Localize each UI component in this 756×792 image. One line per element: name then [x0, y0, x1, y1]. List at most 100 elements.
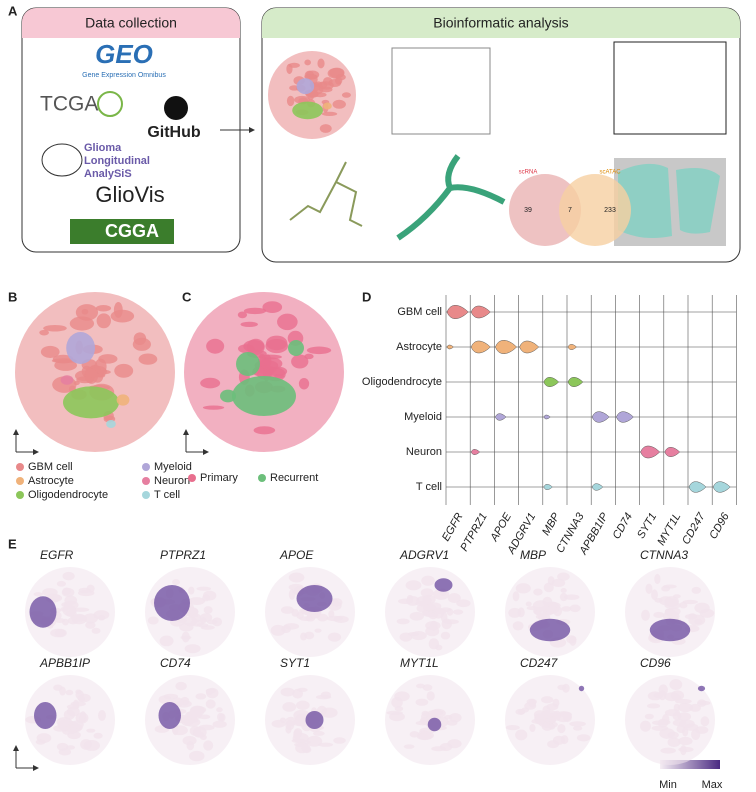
umap-cluster — [405, 580, 422, 591]
umap-cluster — [515, 708, 526, 715]
panel-label: D — [362, 289, 371, 304]
row-label: GBM cell — [397, 306, 442, 318]
umap-cluster — [548, 603, 560, 614]
umap-cluster — [426, 691, 435, 701]
umap-cluster — [53, 684, 63, 691]
umap-cluster — [421, 575, 435, 586]
umap-cluster — [279, 717, 286, 723]
umap-cluster — [106, 420, 116, 428]
umap-cluster — [313, 730, 325, 736]
legend-swatch — [16, 477, 24, 485]
umap-cluster — [292, 101, 323, 120]
umap-cluster — [666, 609, 674, 616]
gene-title: CD247 — [520, 656, 559, 670]
legend-label: Oligodendrocyte — [28, 489, 108, 501]
umap-cluster — [409, 731, 420, 738]
umap-cluster — [569, 721, 586, 727]
umap-cluster — [67, 706, 80, 717]
umap-cluster — [188, 586, 195, 595]
umap-cluster — [274, 374, 285, 379]
umap-cluster — [240, 321, 258, 327]
umap-cluster — [562, 711, 572, 723]
umap-cluster — [306, 735, 323, 747]
umap-cluster — [314, 628, 322, 633]
umap-cluster — [645, 583, 653, 594]
umap-cluster — [60, 375, 74, 385]
gene-title: EGFR — [40, 548, 74, 562]
umap-cluster — [515, 729, 528, 741]
umap-cluster — [680, 745, 687, 756]
github-icon — [164, 96, 188, 120]
umap-cluster — [212, 720, 227, 728]
umap-cluster — [286, 95, 295, 107]
umap-cluster — [541, 696, 554, 704]
expression-patch — [296, 585, 333, 612]
umap-cluster — [439, 607, 452, 612]
umap-cluster — [189, 750, 205, 762]
umap-cluster — [69, 316, 95, 331]
umap-cluster — [195, 693, 207, 700]
umap-cluster — [193, 731, 204, 737]
umap-cluster — [43, 324, 67, 332]
row-label: Neuron — [406, 446, 442, 458]
violin — [591, 483, 604, 491]
umap-cluster — [39, 329, 49, 336]
umap-cluster — [654, 597, 663, 603]
colorbar-label: Max — [702, 779, 723, 791]
umap-cluster — [677, 712, 692, 722]
umap-cluster — [77, 589, 95, 597]
umap-cluster — [394, 691, 410, 702]
gene-title: CD96 — [640, 656, 671, 670]
panel-label: C — [182, 289, 192, 304]
umap-cluster — [452, 609, 464, 615]
umap-cluster — [203, 606, 213, 614]
umap-cluster — [296, 78, 315, 95]
umap-cluster — [654, 573, 661, 585]
umap-cluster — [199, 613, 213, 622]
brain-icon — [41, 143, 83, 177]
trajectory-thumb — [396, 154, 506, 241]
umap-cluster — [65, 689, 74, 696]
umap-cluster — [172, 579, 181, 586]
umap-cluster — [95, 305, 112, 312]
umap-cluster — [409, 611, 424, 621]
umap-cluster — [280, 606, 294, 614]
umap-cluster — [659, 728, 675, 739]
violin — [567, 377, 584, 387]
umap-cluster — [298, 378, 310, 390]
umap-cluster — [159, 635, 174, 647]
umap-cluster — [421, 710, 430, 716]
expression-patch — [649, 618, 691, 642]
umap-cluster — [57, 719, 72, 731]
umap-cluster — [321, 707, 338, 718]
tcga-globe — [97, 91, 123, 117]
umap-cluster — [310, 614, 320, 619]
umap-cluster — [237, 311, 248, 319]
umap-cluster — [332, 99, 346, 109]
violin — [616, 411, 634, 423]
umap-cluster — [147, 616, 159, 625]
umap-cluster — [220, 389, 236, 403]
umap-cluster — [182, 735, 197, 746]
umap-cluster — [664, 692, 680, 702]
umap-cluster — [292, 732, 309, 744]
umap-cluster — [184, 644, 201, 654]
umap-cluster — [56, 580, 67, 587]
umap-cluster — [563, 594, 580, 600]
violin — [495, 413, 507, 421]
umap-cluster — [673, 594, 681, 599]
umap-cluster — [394, 706, 404, 712]
umap-cluster — [403, 744, 415, 749]
umap-cluster — [505, 725, 520, 731]
violin — [470, 449, 481, 455]
umap-cluster — [559, 592, 568, 602]
umap-cluster — [684, 613, 698, 620]
umap-cluster — [216, 707, 223, 713]
gene-title: SYT1 — [280, 656, 310, 670]
umap-cluster — [641, 609, 650, 621]
umap-cluster — [200, 377, 221, 389]
umap-cluster — [410, 630, 427, 641]
umap-cluster — [270, 624, 286, 636]
umap-cluster — [187, 613, 199, 618]
